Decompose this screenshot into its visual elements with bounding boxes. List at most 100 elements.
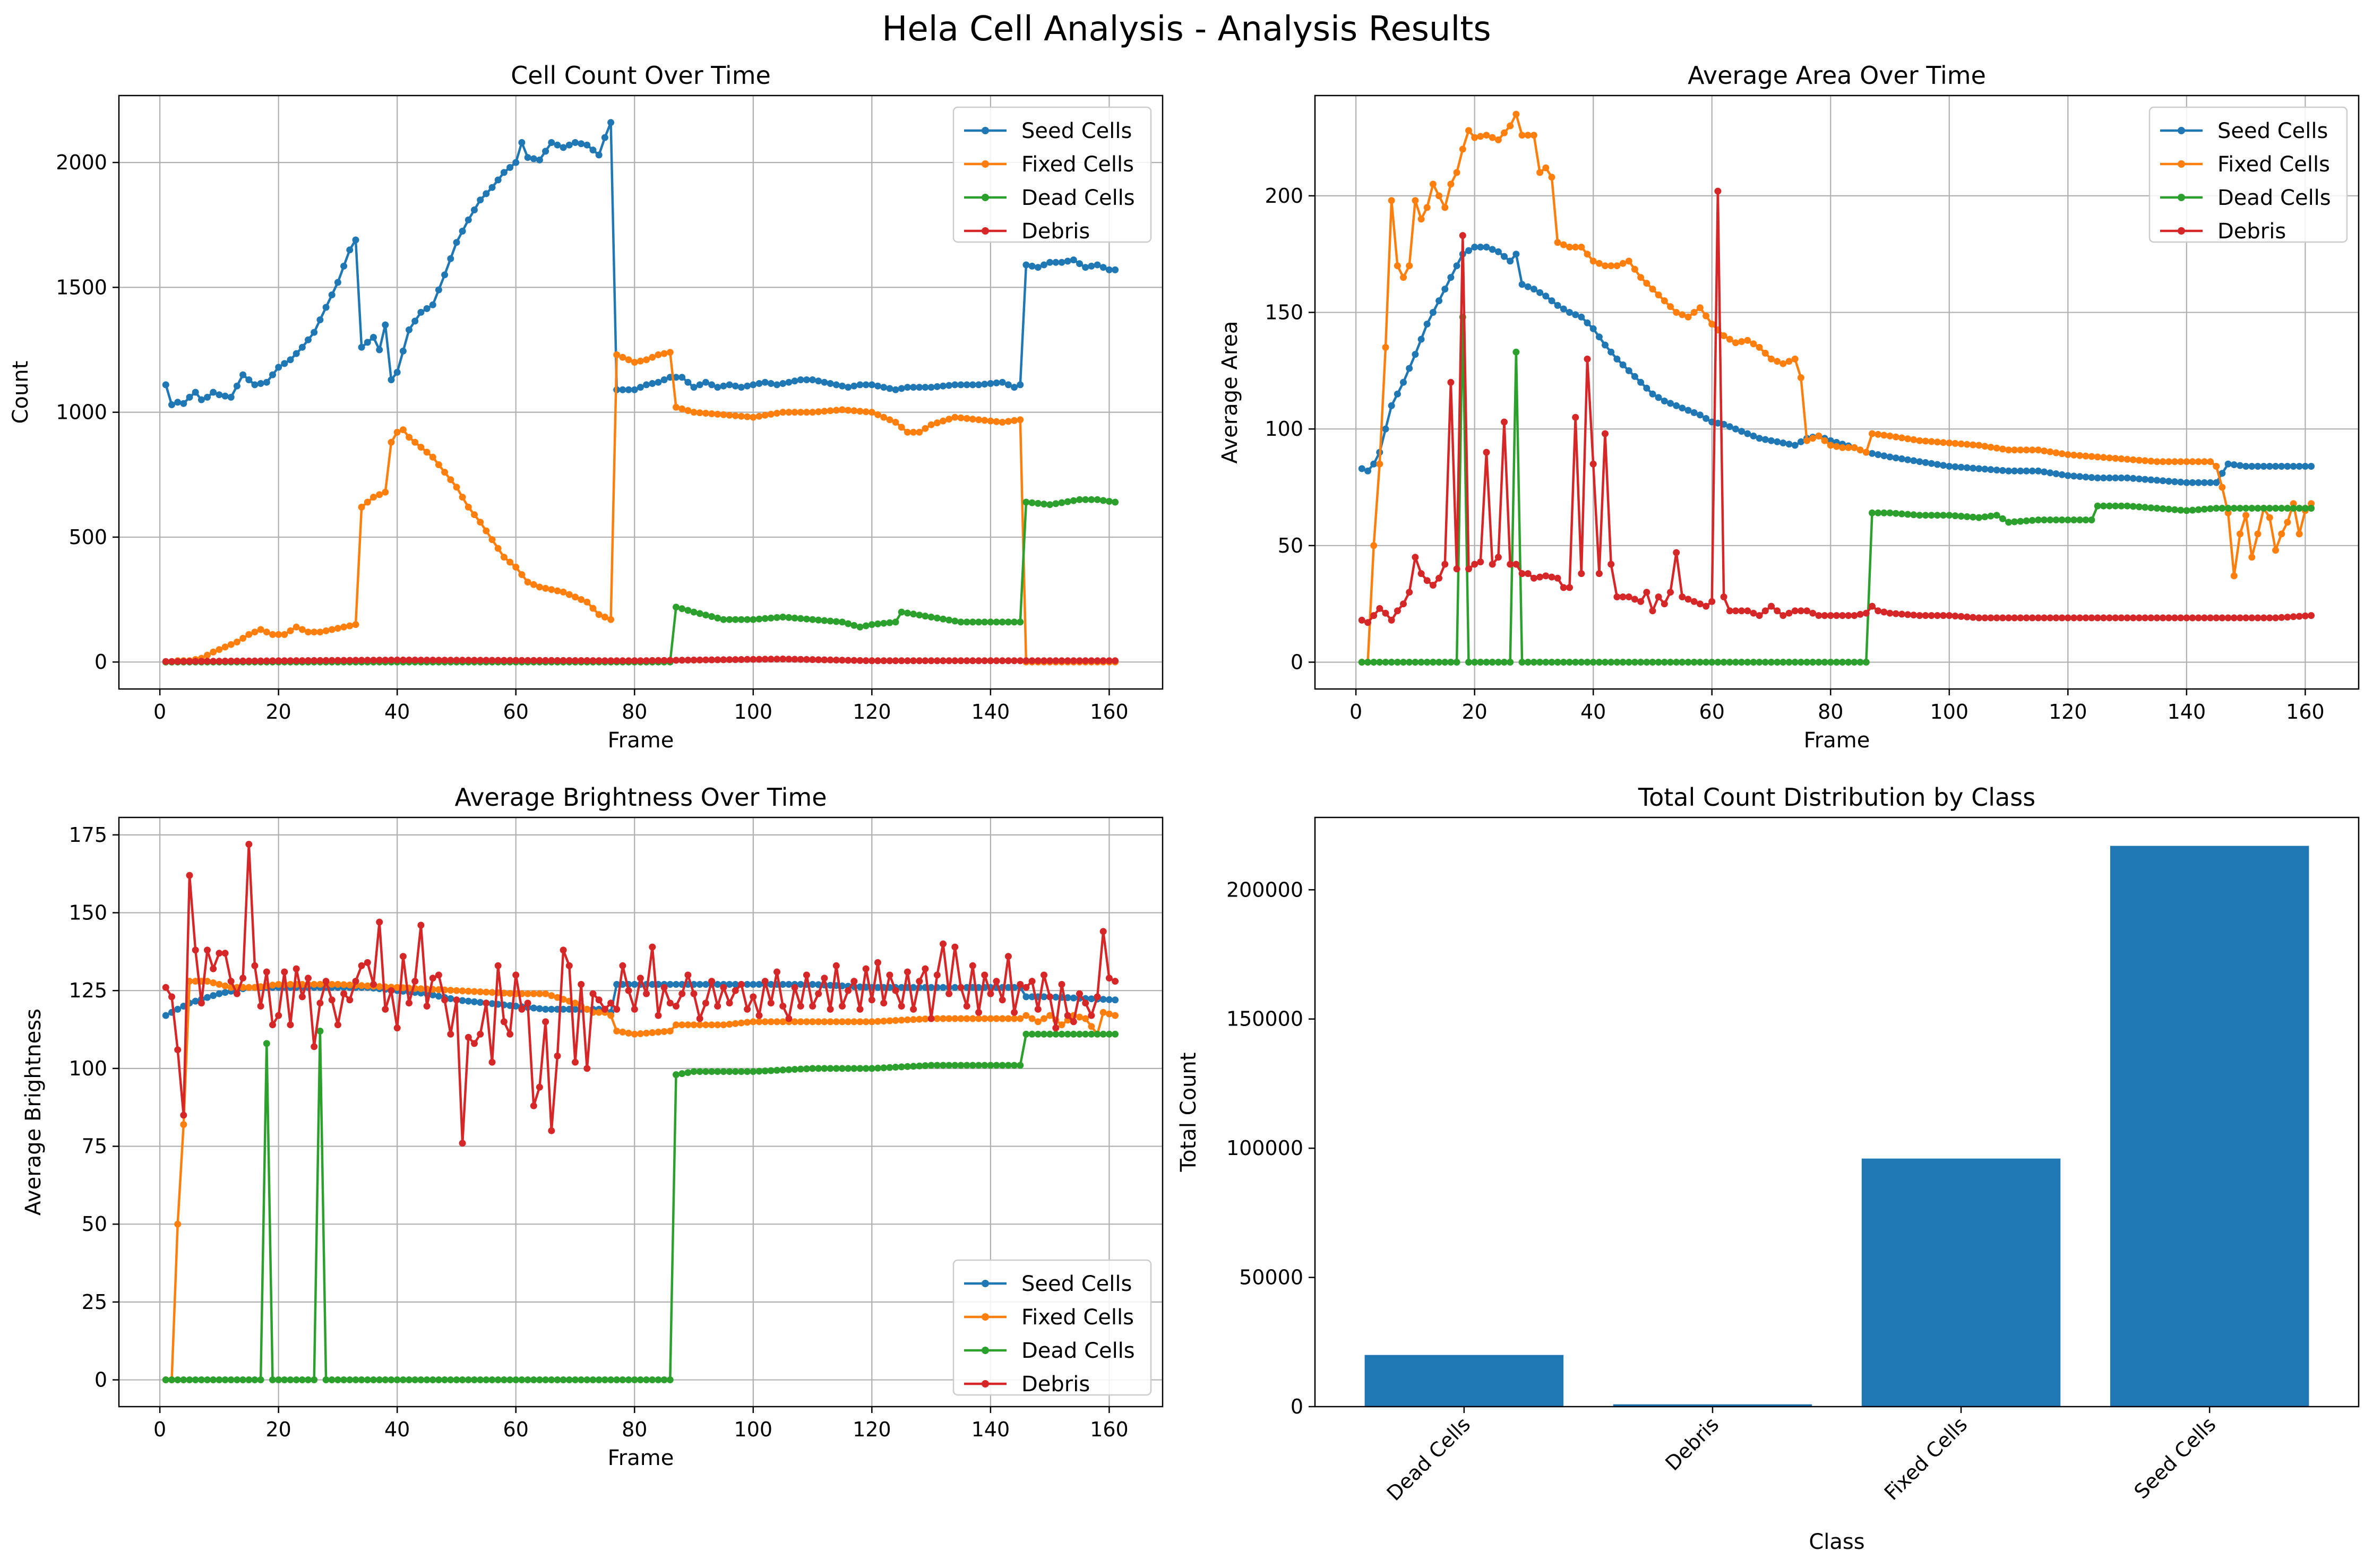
data-point (969, 1062, 976, 1069)
data-point (702, 656, 709, 664)
data-point (530, 155, 537, 162)
data-point (1951, 440, 1959, 447)
data-point (459, 657, 466, 664)
y-axis-label: Total Count (1176, 1053, 1201, 1173)
data-point (2094, 453, 2101, 461)
data-point (2047, 448, 2054, 455)
data-point (637, 657, 644, 665)
data-point (1744, 430, 1751, 437)
data-point (1619, 361, 1627, 368)
data-point (940, 1015, 947, 1022)
data-point (2088, 516, 2095, 523)
data-point (886, 385, 893, 392)
data-point (1839, 659, 1846, 666)
data-point (2278, 530, 2285, 538)
data-point (364, 339, 371, 346)
data-point (987, 990, 994, 997)
data-point (714, 410, 721, 418)
data-point (298, 343, 306, 351)
data-point (180, 400, 187, 407)
data-point (2278, 463, 2285, 470)
data-point (1406, 365, 1413, 372)
data-point (1851, 612, 1858, 619)
data-point (761, 378, 769, 386)
data-point (530, 1004, 537, 1012)
data-point (257, 380, 264, 387)
bar-dead-cells (1364, 1355, 1564, 1407)
data-point (488, 657, 496, 664)
data-point (1898, 510, 1905, 518)
data-point (1501, 659, 1508, 666)
data-point (2047, 469, 2054, 477)
data-point (298, 1376, 306, 1383)
data-point (755, 1067, 763, 1075)
series-seed-cells (162, 119, 1119, 408)
data-point (1851, 444, 1858, 451)
data-point (1761, 607, 1769, 615)
data-point (1572, 244, 1579, 251)
data-point (1791, 442, 1799, 449)
data-point (506, 657, 514, 664)
data-point (601, 1376, 608, 1383)
data-point (245, 984, 253, 991)
axes-frame (1314, 94, 2360, 690)
y-tick-label: 100 (68, 1057, 107, 1080)
data-point (1447, 659, 1455, 666)
data-point (868, 657, 875, 665)
data-point (346, 1376, 354, 1383)
data-point (1435, 297, 1443, 305)
data-point (868, 621, 875, 628)
data-point (2295, 463, 2303, 470)
legend-label: Debris (1021, 219, 1090, 244)
data-point (643, 1376, 650, 1383)
data-point (1809, 659, 1817, 666)
data-point (755, 412, 763, 420)
data-point (1703, 312, 1710, 320)
data-point (180, 658, 187, 665)
data-point (1703, 659, 1710, 666)
data-point (696, 981, 703, 988)
data-point (411, 317, 419, 325)
data-point (1785, 441, 1793, 448)
data-point (168, 993, 175, 1001)
data-point (963, 618, 970, 626)
data-point (1845, 444, 1852, 451)
data-point (815, 408, 822, 416)
data-point (1572, 311, 1579, 318)
data-point (999, 618, 1006, 626)
data-point (886, 657, 893, 665)
data-point (886, 1064, 893, 1071)
data-point (1004, 1015, 1012, 1022)
data-point (334, 981, 341, 988)
data-point (1655, 394, 1662, 401)
data-point (690, 990, 698, 997)
data-point (595, 1376, 603, 1383)
data-point (417, 985, 425, 993)
data-point (1833, 612, 1840, 619)
data-point (233, 1376, 240, 1383)
data-point (1112, 657, 1119, 665)
data-point (1703, 415, 1710, 422)
data-point (666, 1376, 674, 1383)
data-point (506, 990, 514, 997)
data-point (494, 545, 502, 552)
data-point (1940, 439, 1947, 446)
data-point (886, 971, 893, 979)
data-point (1560, 241, 1567, 248)
data-point (1619, 659, 1627, 666)
data-point (940, 1062, 947, 1069)
data-point (316, 1000, 324, 1007)
data-point (583, 141, 591, 149)
data-point (1631, 373, 1638, 380)
data-point (791, 1066, 798, 1073)
data-point (714, 656, 721, 664)
data-point (417, 657, 425, 664)
data-point (589, 1376, 597, 1383)
data-point (673, 1021, 680, 1029)
legend-label: Fixed Cells (1021, 1305, 1134, 1330)
data-point (999, 1015, 1006, 1022)
data-point (2159, 505, 2166, 512)
data-point (940, 657, 947, 665)
data-point (382, 657, 389, 664)
data-point (856, 1018, 864, 1026)
